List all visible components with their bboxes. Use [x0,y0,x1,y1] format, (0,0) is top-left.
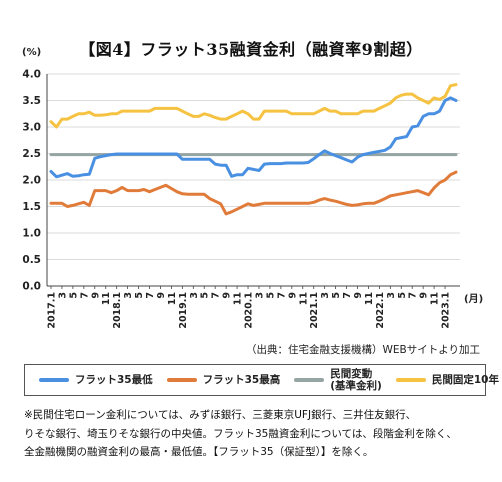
footnote-line: 全金融機関の融資金利の最高・最低値。【フラット35（保証型）】を除く。 [24,446,374,458]
x-tick-label: 5 [331,292,342,299]
legend-swatch [395,378,426,382]
y-tick-label: 1.0 [22,228,41,240]
x-tick-label: 11 [167,292,178,305]
x-axis-unit: (月) [464,293,483,305]
x-tick-label: 11 [364,292,375,305]
legend-item-private-variable: 民間変動 (基準金利) [294,368,382,392]
legend-label: 民間固定10年 [431,374,499,386]
x-tick-label: 2018.1 [112,292,123,329]
y-tick-label: 3.0 [22,122,41,134]
x-tick-label: 3 [320,292,331,299]
y-tick-label: 0.5 [22,254,41,266]
y-tick-label: 2.0 [22,175,41,187]
legend-label: 民間変動 (基準金利) [330,368,382,392]
series-line [49,96,458,179]
x-tick-label: 9 [287,292,298,299]
legend-item-flat35-low: フラット35最低 [39,374,153,386]
x-tick-label: 7 [211,292,222,299]
x-tick-label: 5 [265,292,276,299]
x-tick-label: 7 [342,292,353,299]
legend-swatch [39,378,69,382]
x-tick-label: 5 [200,292,211,299]
legend-item-private-fixed-10y: 民間固定10年 [395,374,499,386]
footnote-line: ※民間住宅ローン金利については、みずほ銀行、三菱東京UFJ銀行、三井住友銀行、 [24,409,417,421]
y-tick-label: 0.0 [22,281,41,293]
x-tick-label: 7 [79,292,90,299]
chart-title: 【図4】フラット35融資金利（融資率9割超） [79,40,423,59]
y-tick-label: 1.5 [22,201,41,213]
x-tick-label: 2020.1 [244,292,255,329]
legend-label: フラット35最低 [75,374,153,386]
x-tick-label: 3 [254,292,265,299]
footnote-line: りそな銀行、埼玉りそな銀行の中央値。フラット35融資金利については、段階金利を除… [24,427,457,440]
x-tick-label: 9 [222,292,233,299]
x-tick-label: 11 [298,292,309,305]
x-tick-label: 3 [386,292,397,299]
x-tick-label: 9 [419,292,430,299]
x-tick-label: 11 [233,292,244,305]
legend-swatch [294,378,325,382]
x-tick-label: 5 [134,292,145,299]
x-tick-label: 3 [123,292,134,299]
x-tick-label: 7 [276,292,287,299]
y-axis-unit: (%) [22,47,42,58]
x-tick-label: 7 [408,292,419,299]
x-tick-label: 3 [189,292,200,299]
legend-label: フラット35最高 [202,374,281,386]
x-tick-label: 7 [145,292,156,299]
x-tick-label: 2017.1 [47,292,58,329]
x-tick-label: 9 [156,292,167,299]
x-tick-label: 9 [90,292,101,299]
x-tick-label: 9 [353,292,364,299]
footnote: ※民間住宅ローン金利については、みずほ銀行、三菱東京UFJ銀行、三井住友銀行、 … [24,406,494,462]
x-tick-label: 3 [57,292,68,299]
x-tick-label: 2022.1 [375,292,386,329]
x-tick-label: 2021.1 [309,292,320,329]
y-tick-label: 2.5 [22,148,41,160]
x-tick-label: 2019.1 [178,292,189,329]
series-line [49,83,458,129]
x-tick-label: 11 [430,292,441,305]
y-tick-label: 4.0 [22,69,41,81]
y-tick-label: 3.5 [22,95,41,107]
legend-item-flat35-high: フラット35最高 [166,374,281,386]
x-tick-label: 5 [397,292,408,299]
x-tick-label: 11 [101,292,112,305]
x-tick-label: 5 [68,292,79,299]
legend-swatch [166,378,197,382]
legend: フラット35最低 フラット35最高 民間変動 (基準金利) 民間固定10年 [24,364,499,396]
series-line [49,170,458,216]
x-tick-label: 2023.1 [441,292,452,329]
source-note: （出典：住宅金融支援機構）WEBサイトより加工 [245,344,480,356]
